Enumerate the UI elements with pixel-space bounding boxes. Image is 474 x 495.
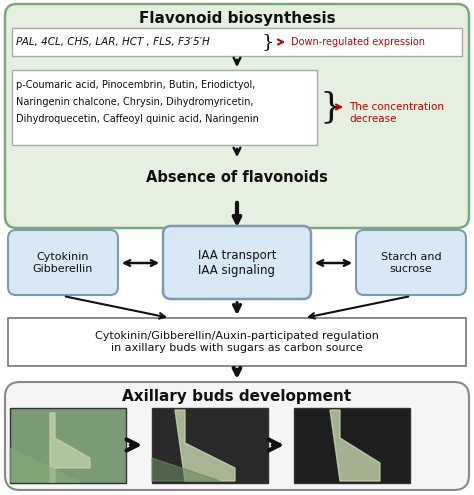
Text: }: } <box>319 90 342 124</box>
Text: IAA transport
IAA signaling: IAA transport IAA signaling <box>198 249 276 277</box>
FancyBboxPatch shape <box>8 230 118 295</box>
Text: }: } <box>262 33 274 51</box>
Text: p-Coumaric acid, Pinocembrin, Butin, Eriodictyol,: p-Coumaric acid, Pinocembrin, Butin, Eri… <box>16 80 255 90</box>
Bar <box>8 318 466 366</box>
Text: Naringenin chalcone, Chrysin, Dihydromyricetin,: Naringenin chalcone, Chrysin, Dihydromyr… <box>16 97 254 107</box>
FancyBboxPatch shape <box>5 4 469 228</box>
Text: Flavonoid biosynthesis: Flavonoid biosynthesis <box>139 10 335 26</box>
Bar <box>12 28 462 56</box>
Polygon shape <box>175 410 235 481</box>
Text: Cytokinin
Gibberellin: Cytokinin Gibberellin <box>33 252 93 274</box>
Polygon shape <box>152 458 220 481</box>
Bar <box>12 70 317 145</box>
Text: The concentration
decrease: The concentration decrease <box>349 102 444 124</box>
Text: Absence of flavonoids: Absence of flavonoids <box>146 170 328 186</box>
Polygon shape <box>10 448 80 482</box>
FancyBboxPatch shape <box>5 382 469 490</box>
Polygon shape <box>330 410 380 481</box>
Bar <box>294 408 410 483</box>
Text: Cytokinin/Gibberellin/Auxin-participated regulation
in axillary buds with sugars: Cytokinin/Gibberellin/Auxin-participated… <box>95 331 379 353</box>
Text: PAL, 4CL, CHS, LAR, HCT , FLS, F3′5′H: PAL, 4CL, CHS, LAR, HCT , FLS, F3′5′H <box>16 37 210 47</box>
Text: Down-regulated expression: Down-regulated expression <box>291 37 425 47</box>
Text: Dihydroquecetin, Caffeoyl quinic acid, Naringenin: Dihydroquecetin, Caffeoyl quinic acid, N… <box>16 114 259 124</box>
FancyBboxPatch shape <box>163 226 311 299</box>
Text: Starch and
sucrose: Starch and sucrose <box>381 252 441 274</box>
Bar <box>10 408 126 483</box>
Bar <box>152 408 268 483</box>
FancyBboxPatch shape <box>356 230 466 295</box>
Polygon shape <box>50 413 90 482</box>
Text: Axillary buds development: Axillary buds development <box>122 389 352 403</box>
